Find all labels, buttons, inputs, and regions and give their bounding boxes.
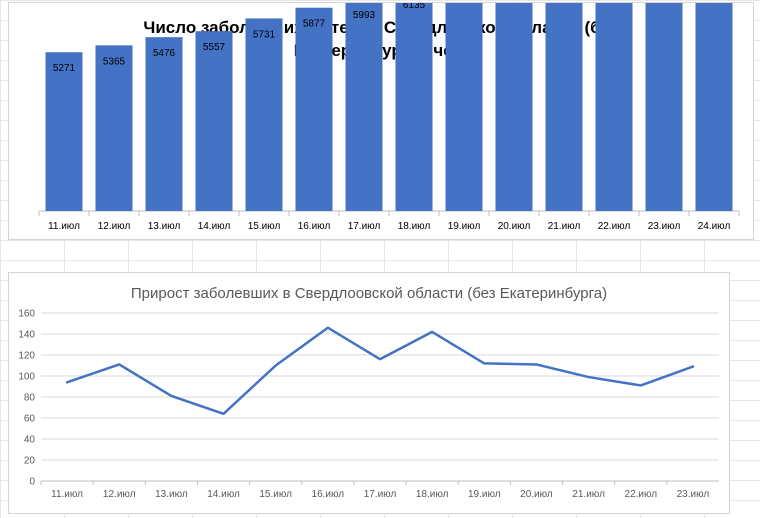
bar-chart-svg: Число заболевших жителей Свердловской об… [38,3,740,232]
bar [645,3,683,212]
bar-data-label: 5365 [103,56,126,67]
bar-x-tick-label: 11.июл [48,221,80,232]
line-y-tick-label: 40 [24,435,36,446]
line-y-tick-label: 100 [18,372,35,383]
bar [595,3,633,212]
bar-x-tick-label: 12.июл [98,221,131,232]
bar [195,31,233,212]
bar [45,52,83,211]
bar-x-tick-label: 21.июл [548,221,581,232]
bar-x-tick-label: 22.июл [598,221,631,232]
bar-chart: Число заболевших жителей Свердловской об… [8,2,754,240]
bar-x-tick-label: 14.июл [198,221,231,232]
line-chart-title: Прирост заболевших в Свердлоовской облас… [131,285,607,302]
line-x-tick-label: 14.июл [207,489,240,500]
bar [245,18,283,212]
line-x-tick-label: 15.июл [259,489,292,500]
bar [145,37,183,211]
bar-data-label: 5476 [153,48,176,59]
bar-data-label: 5557 [203,42,226,53]
bar-data-label: 5271 [53,63,76,74]
line-x-tick-label: 16.июл [312,489,345,500]
line-x-tick-label: 22.июл [624,489,657,500]
bar [395,3,433,212]
line-x-tick-label: 20.июл [520,489,553,500]
line-y-tick-label: 0 [29,477,35,488]
bar-x-tick-label: 15.июл [248,221,281,232]
bar [295,7,333,211]
line-chart: Прирост заболевших в Свердлоовской облас… [8,272,730,514]
line-x-tick-label: 11.июл [51,489,83,500]
line-y-tick-label: 160 [18,309,35,320]
bar-x-tick-label: 18.июл [398,221,431,232]
line-y-tick-label: 20 [24,456,36,467]
line-y-tick-label: 140 [18,330,35,341]
line-series [65,326,695,416]
line-x-tick-label: 19.июл [468,489,501,500]
bar-x-tick-label: 19.июл [448,221,481,232]
bar [695,3,733,211]
bar-x-tick-label: 23.июл [648,221,681,232]
line-y-tick-label: 80 [24,393,36,404]
bar-x-tick-label: 16.июл [298,221,331,232]
line-y-tick-label: 60 [24,414,36,425]
bar-data-label: 5993 [353,10,376,21]
bar-data-label: 5731 [253,29,276,40]
bar-data-label: 5877 [303,19,326,30]
bar [95,45,133,212]
bar [495,3,533,211]
line-x-tick-label: 18.июл [416,489,449,500]
line-x-tick-label: 13.июл [155,489,188,500]
bar-x-tick-label: 24.июл [698,221,731,232]
line-chart-svg: Прирост заболевших в Свердлоовской облас… [18,285,719,500]
line-x-tick-label: 17.июл [364,489,397,500]
bar [545,3,583,211]
bar-x-tick-label: 17.июл [348,221,381,232]
bar-data-label: 6135 [403,3,426,11]
bar [445,3,483,212]
bar-x-tick-label: 20.июл [498,221,531,232]
line-x-tick-label: 12.июл [103,489,136,500]
bar-x-tick-label: 13.июл [148,221,181,232]
line-x-tick-label: 21.июл [572,489,605,500]
line-x-tick-label: 23.июл [677,489,710,500]
bar [345,3,383,211]
line-y-tick-label: 120 [18,351,35,362]
